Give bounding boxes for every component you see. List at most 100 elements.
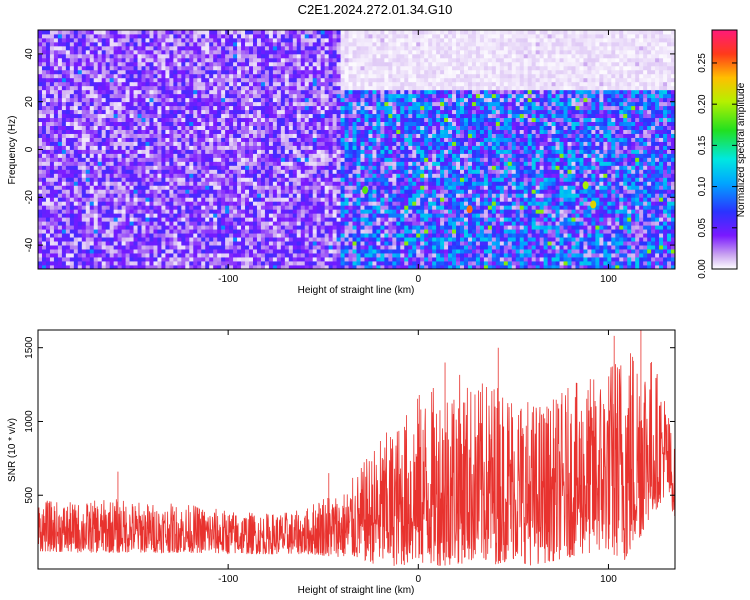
- heatmap-cell: [101, 169, 107, 174]
- heatmap-cell: [360, 221, 365, 226]
- heatmap-cell: [400, 257, 405, 262]
- heatmap-cell: [125, 201, 130, 206]
- heatmap-cell: [555, 241, 560, 246]
- heatmap-cell: [651, 161, 656, 166]
- heatmap-cell: [89, 213, 95, 218]
- heatmap-cell: [535, 257, 541, 262]
- heatmap-cell: [380, 169, 385, 174]
- heatmap-cell: [53, 205, 59, 210]
- heatmap-cell: [587, 189, 592, 194]
- heatmap-cell: [543, 181, 548, 186]
- heatmap-cell: [233, 217, 238, 222]
- heatmap-cell: [563, 173, 568, 178]
- heatmap-cell: [268, 233, 274, 238]
- heatmap-cell: [233, 197, 238, 202]
- heatmap-cell: [583, 149, 588, 154]
- heatmap-cell: [197, 177, 202, 182]
- heatmap-cell: [288, 257, 294, 262]
- heatmap-cell: [635, 233, 640, 238]
- heatmap-cell: [360, 233, 365, 238]
- heatmap-cell: [38, 241, 43, 246]
- heatmap-cell: [101, 193, 107, 198]
- heatmap-cell: [527, 229, 533, 234]
- heatmap-cell: [209, 169, 214, 174]
- heatmap-cell: [408, 241, 413, 246]
- heatmap-cell: [181, 213, 186, 218]
- heatmap-cell: [416, 249, 421, 254]
- heatmap-cell: [81, 265, 87, 269]
- heatmap-cell: [507, 241, 513, 246]
- heatmap-cell: [181, 161, 186, 166]
- heatmap-cell: [416, 157, 421, 162]
- heatmap-cell: [380, 145, 385, 150]
- heatmap-cell: [296, 197, 302, 202]
- heatmap-cell: [603, 265, 608, 269]
- heatmap-cell: [619, 257, 624, 262]
- heatmap-cell: [153, 141, 158, 146]
- heatmap-cell: [113, 189, 119, 194]
- heatmap-cell: [420, 189, 425, 194]
- heatmap-cell: [209, 249, 214, 254]
- heatmap-cell: [463, 221, 469, 226]
- heatmap-cell: [619, 145, 624, 150]
- heatmap-cell: [511, 169, 517, 174]
- heatmap-cell: [655, 153, 660, 158]
- heatmap-cell: [499, 265, 505, 269]
- heatmap-cell: [264, 189, 270, 194]
- heatmap-cell: [113, 237, 119, 242]
- heatmap-cell: [149, 221, 154, 226]
- heatmap-cell: [440, 213, 445, 218]
- heatmap-cell: [559, 213, 564, 218]
- heatmap-cell: [527, 145, 533, 150]
- heatmap-cell: [225, 185, 230, 190]
- heatmap-cell: [591, 145, 596, 150]
- heatmap-cell: [221, 165, 226, 170]
- heatmap-cell: [635, 229, 640, 234]
- heatmap-cell: [109, 229, 115, 234]
- heatmap-cell: [348, 185, 353, 190]
- heatmap-cell: [420, 241, 425, 246]
- heatmap-cell: [117, 181, 123, 186]
- heatmap-cell: [217, 169, 222, 174]
- heatmap-cell: [97, 213, 103, 218]
- heatmap-cell: [93, 225, 99, 230]
- heatmap-cell: [125, 225, 130, 230]
- heatmap-cell: [479, 229, 485, 234]
- heatmap-cell: [567, 145, 572, 150]
- heatmap-cell: [117, 161, 123, 166]
- heatmap-cell: [515, 257, 521, 262]
- heatmap-cell: [503, 261, 509, 266]
- heatmap-cell: [559, 185, 564, 190]
- heatmap-cell: [109, 245, 115, 250]
- heatmap-cell: [555, 169, 560, 174]
- heatmap-cell: [376, 205, 381, 210]
- heatmap-cell: [332, 257, 337, 262]
- heatmap-cell: [408, 193, 413, 198]
- heatmap-cell: [252, 265, 258, 269]
- heatmap-cell: [507, 209, 513, 214]
- heatmap-cell: [89, 153, 95, 158]
- heatmap-cell: [503, 189, 509, 194]
- heatmap-cell: [503, 161, 509, 166]
- heatmap-cell: [563, 209, 568, 214]
- heatmap-cell: [340, 237, 345, 242]
- heatmap-cell: [41, 253, 47, 258]
- heatmap-cell: [404, 261, 409, 266]
- heatmap-cell: [432, 249, 437, 254]
- heatmap-cell: [245, 197, 250, 202]
- heatmap-cell: [101, 165, 107, 170]
- heatmap-cell: [256, 189, 262, 194]
- heatmap-cell: [137, 205, 142, 210]
- heatmap-cell: [264, 153, 270, 158]
- heatmap-cell: [475, 241, 481, 246]
- heatmap-cell: [559, 197, 564, 202]
- heatmap-cell: [320, 153, 326, 158]
- heatmap-cell: [547, 185, 552, 190]
- heatmap-cell: [471, 225, 477, 230]
- heatmap-cell: [591, 213, 596, 218]
- heatmap-cell: [428, 253, 433, 258]
- heatmap-cell: [272, 201, 278, 206]
- heatmap-cell: [348, 209, 353, 214]
- heatmap-cell: [201, 149, 206, 154]
- heatmap-cell: [117, 201, 123, 206]
